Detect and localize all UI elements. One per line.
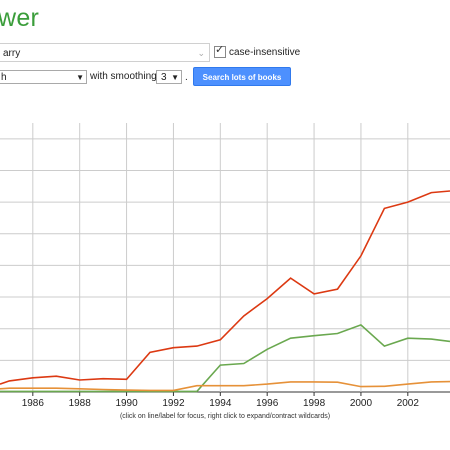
- x-tick-label: 2002: [397, 398, 420, 409]
- x-tick-label: 1988: [69, 398, 92, 409]
- x-tick-label: 1986: [22, 398, 45, 409]
- app-title: wer: [0, 4, 40, 32]
- x-tick-label: 2000: [350, 398, 373, 409]
- search-button[interactable]: Search lots of books: [193, 67, 291, 86]
- x-tick-label: 1990: [115, 398, 138, 409]
- corpus-value: h: [1, 72, 7, 83]
- separator-dot: .: [185, 72, 188, 83]
- dropdown-arrow-icon: ▼: [171, 73, 179, 82]
- query-input[interactable]: arry ⌄: [0, 43, 210, 62]
- smoothing-label: with smoothing of: [90, 71, 168, 82]
- x-tick-label: 1994: [209, 398, 232, 409]
- series-line-2[interactable]: [0, 380, 450, 392]
- case-insensitive-option[interactable]: case-insensitive: [214, 43, 301, 58]
- chart-hint: (click on line/label for focus, right cl…: [119, 413, 331, 420]
- query-value: arry: [3, 48, 21, 59]
- series-line-1[interactable]: [0, 323, 450, 393]
- smoothing-value: 3: [161, 72, 167, 83]
- case-insensitive-checkbox[interactable]: [214, 43, 226, 58]
- dropdown-arrow-icon: ▼: [76, 73, 84, 82]
- smoothing-select[interactable]: 3 ▼: [156, 70, 182, 84]
- corpus-select[interactable]: h ▼: [0, 70, 87, 84]
- case-insensitive-label: case-insensitive: [229, 46, 301, 58]
- chevron-down-icon[interactable]: ⌄: [197, 48, 205, 58]
- series-line-0[interactable]: [0, 190, 450, 385]
- x-tick-label: 1992: [162, 398, 185, 409]
- x-tick-label: 1998: [303, 398, 326, 409]
- x-tick-label: 1996: [256, 398, 279, 409]
